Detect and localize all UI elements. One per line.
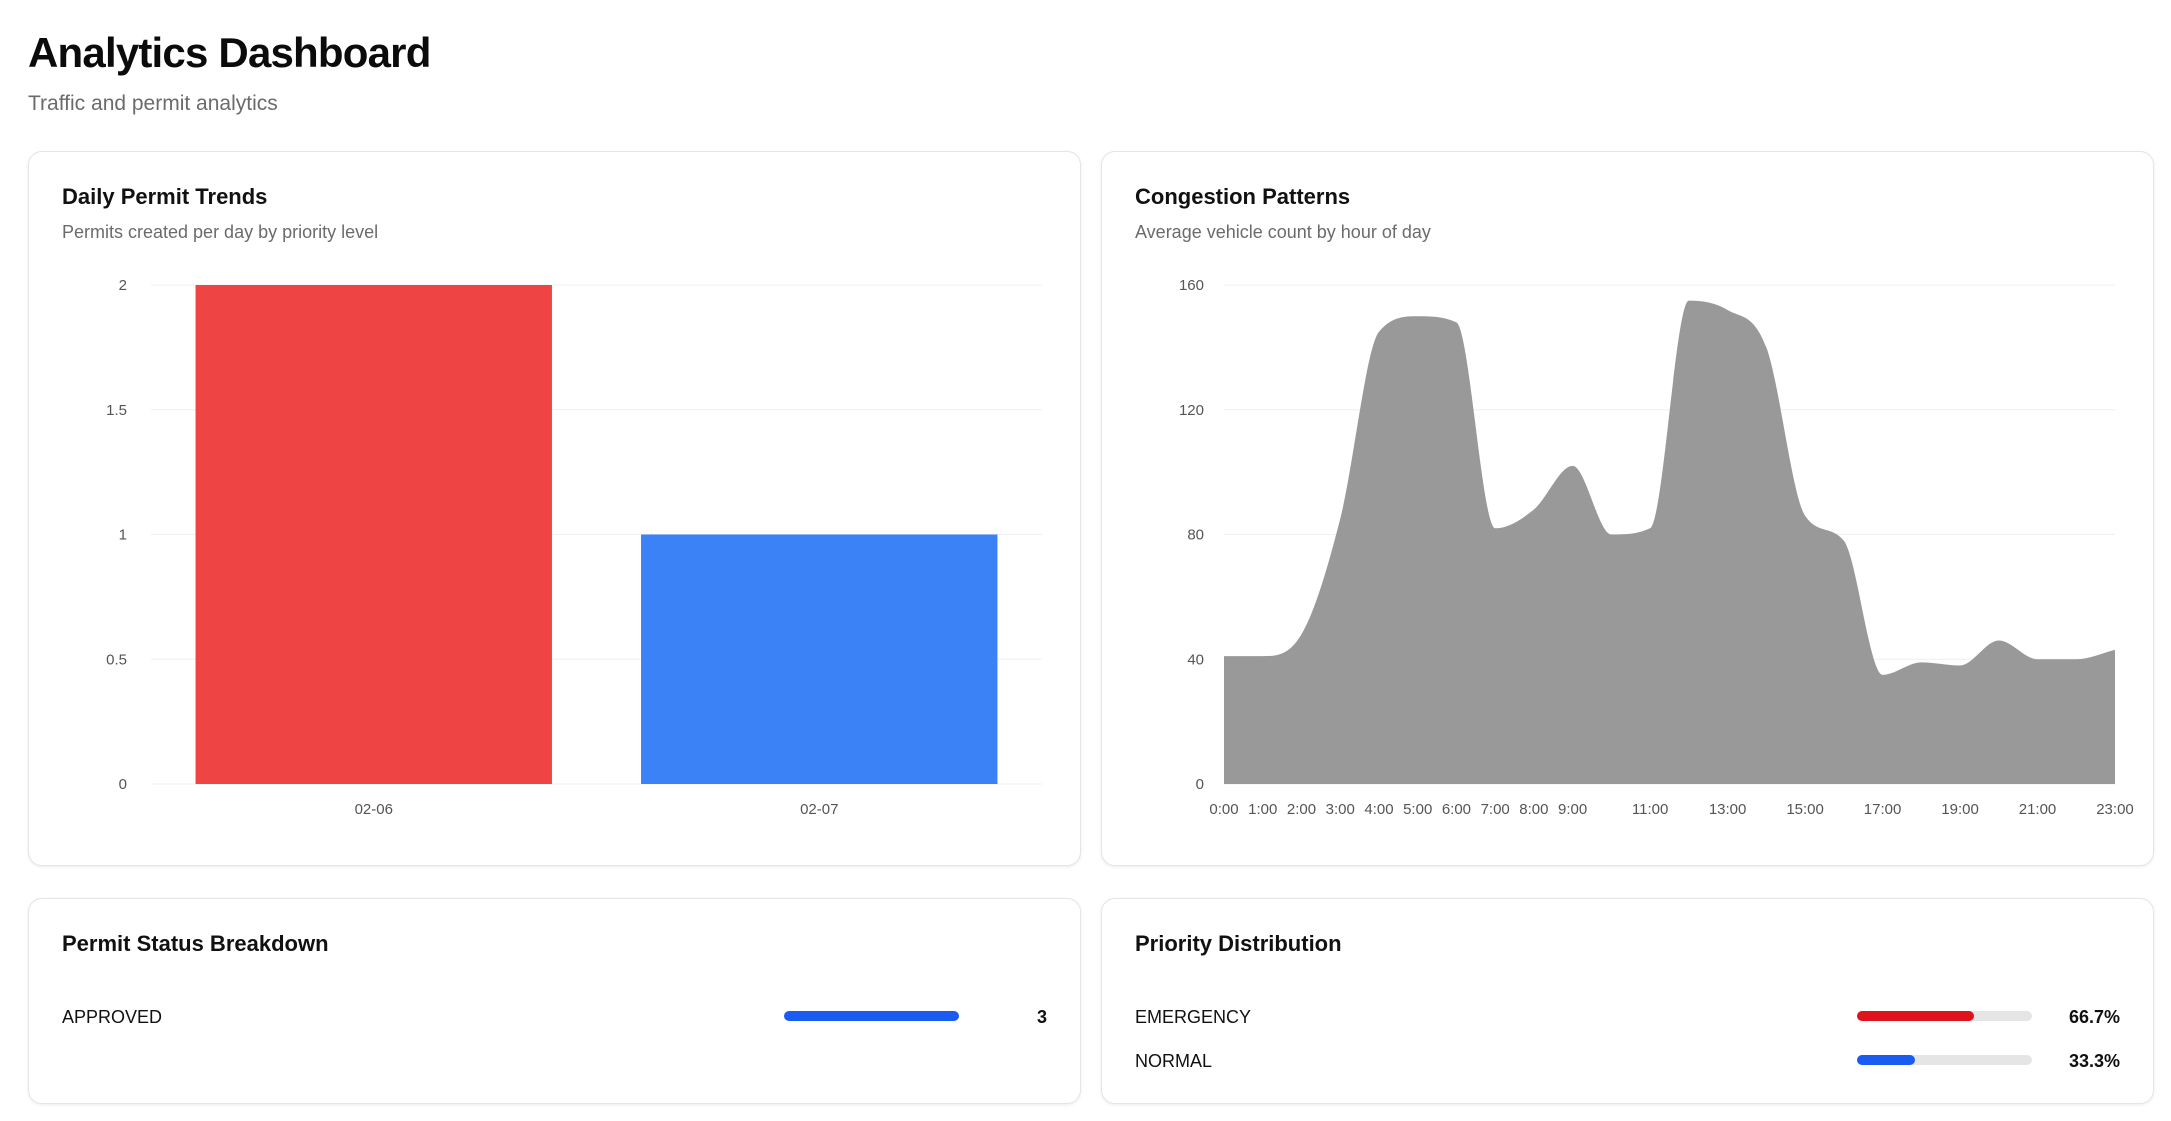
x-tick-label: 02-06 bbox=[355, 801, 393, 818]
x-tick-label: 1:00 bbox=[1248, 801, 1277, 818]
x-tick-label: 0:00 bbox=[1209, 801, 1238, 818]
priority-bar-fill bbox=[1857, 1011, 1974, 1021]
priority-bar-track bbox=[1857, 1055, 2032, 1065]
x-tick-label: 4:00 bbox=[1364, 801, 1393, 818]
x-tick-label: 13:00 bbox=[1709, 801, 1747, 818]
x-tick-label: 6:00 bbox=[1442, 801, 1471, 818]
x-tick-label: 15:00 bbox=[1786, 801, 1824, 818]
priority-label: EMERGENCY bbox=[1135, 1007, 1252, 1027]
x-tick-label: 2:00 bbox=[1287, 801, 1316, 818]
priority-bar-track bbox=[1857, 1011, 2032, 1021]
card-title: Permit Status Breakdown bbox=[62, 931, 329, 956]
x-tick-label: 5:00 bbox=[1403, 801, 1432, 818]
priority-row-normal: NORMAL 33.3% bbox=[1135, 1047, 2120, 1077]
x-tick-label: 23:00 bbox=[2096, 801, 2134, 818]
card-title: Congestion Patterns bbox=[1135, 184, 1351, 209]
y-tick-label: 0 bbox=[1196, 776, 1204, 793]
page-subtitle: Traffic and permit analytics bbox=[28, 92, 278, 115]
x-tick-label: 21:00 bbox=[2019, 801, 2057, 818]
congestion-area-chart: 0 40 80 120 160 0:00 1:00 2:00 3:00 4:00 5:00 6:00 7… bbox=[1179, 277, 2134, 818]
status-label: APPROVED bbox=[62, 1007, 163, 1027]
card-title: Priority Distribution bbox=[1135, 931, 1342, 956]
x-tick-label: 17:00 bbox=[1864, 801, 1902, 818]
congestion-area bbox=[1224, 300, 2115, 784]
y-tick-label: 1.5 bbox=[106, 402, 127, 419]
priority-row-emergency: EMERGENCY 66.7% bbox=[1135, 1003, 2120, 1033]
priority-label: NORMAL bbox=[1135, 1051, 1213, 1071]
y-tick-label: 0.5 bbox=[106, 651, 127, 668]
card-subtitle: Average vehicle count by hour of day bbox=[1135, 222, 1431, 242]
permit-status-breakdown-card: Permit Status Breakdown APPROVED 3 bbox=[28, 898, 1081, 1104]
status-bar-track bbox=[784, 1011, 959, 1021]
congestion-patterns-card: Congestion Patterns Average vehicle coun… bbox=[1101, 151, 2154, 866]
daily-permit-trends-card: Daily Permit Trends Permits created per … bbox=[28, 151, 1081, 866]
priority-percent: 33.3% bbox=[2068, 1051, 2120, 1071]
x-tick-label: 19:00 bbox=[1941, 801, 1979, 818]
x-tick-label: 7:00 bbox=[1481, 801, 1510, 818]
status-bar-fill bbox=[784, 1011, 959, 1021]
y-tick-label: 120 bbox=[1179, 402, 1204, 419]
y-tick-label: 1 bbox=[119, 527, 127, 544]
priority-bar-fill bbox=[1857, 1055, 1916, 1065]
priority-percent: 66.7% bbox=[2068, 1007, 2120, 1027]
y-tick-label: 0 bbox=[119, 776, 127, 793]
bar-02-07 bbox=[641, 534, 998, 784]
status-row-approved: APPROVED 3 bbox=[62, 1003, 1047, 1033]
y-tick-label: 40 bbox=[1187, 651, 1204, 668]
y-tick-label: 2 bbox=[119, 277, 127, 294]
permit-trends-bar-chart: 0 0.5 1 1.5 2 02-06 02-07 bbox=[106, 277, 1042, 818]
status-count: 3 bbox=[1036, 1007, 1047, 1027]
x-tick-label: 9:00 bbox=[1558, 801, 1587, 818]
x-tick-label: 3:00 bbox=[1326, 801, 1355, 818]
y-tick-label: 160 bbox=[1179, 277, 1204, 294]
y-tick-label: 80 bbox=[1187, 527, 1204, 544]
x-tick-label: 02-07 bbox=[800, 801, 838, 818]
priority-distribution-card: Priority Distribution EMERGENCY 66.7% NO… bbox=[1101, 898, 2154, 1104]
page-title: Analytics Dashboard bbox=[28, 29, 431, 76]
card-subtitle: Permits created per day by priority leve… bbox=[62, 222, 379, 242]
bar-02-06 bbox=[195, 285, 552, 784]
page-header: Analytics Dashboard Traffic and permit a… bbox=[28, 26, 431, 116]
card-title: Daily Permit Trends bbox=[62, 184, 268, 209]
x-tick-label: 11:00 bbox=[1632, 801, 1668, 818]
x-tick-label: 8:00 bbox=[1519, 801, 1548, 818]
